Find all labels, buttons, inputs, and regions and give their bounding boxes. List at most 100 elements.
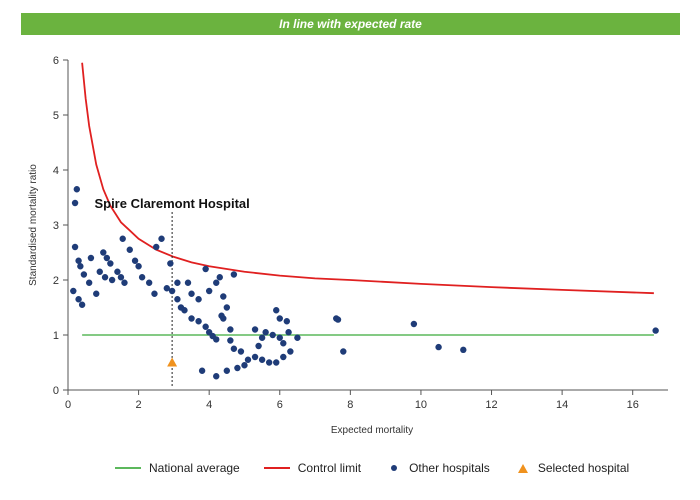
other-hospital-point <box>101 274 109 281</box>
selected-hospital-annotation: Spire Claremont Hospital <box>94 196 249 211</box>
other-hospital-point <box>265 359 273 366</box>
other-hospital-point <box>174 296 181 303</box>
y-tick-label: 1 <box>53 330 59 342</box>
other-hospital-point <box>280 353 287 361</box>
legend-line-swatch <box>115 467 141 469</box>
other-hospital-point <box>255 342 262 350</box>
other-hospital-point <box>652 327 659 334</box>
other-hospital-point <box>202 265 209 273</box>
other-hospital-point <box>269 331 276 339</box>
legend-other-hospitals: Other hospitals <box>385 461 490 475</box>
legend-national-average: National average <box>115 461 240 475</box>
x-tick-label: 0 <box>65 399 71 411</box>
other-hospital-point <box>188 290 195 297</box>
other-hospital-point <box>78 301 86 308</box>
legend-control-limit: Control limit <box>263 461 361 475</box>
other-hospital-point <box>167 260 174 267</box>
y-tick-group: 0 1 2 3 4 5 6 <box>53 55 68 397</box>
legend-line-swatch <box>263 467 290 469</box>
other-hospital-point <box>213 279 220 286</box>
other-hospital-point <box>251 326 259 333</box>
y-axis-title: Standardised mortality ratio <box>28 164 39 286</box>
status-banner-text: In line with expected rate <box>279 17 422 31</box>
x-tick-label: 10 <box>415 399 427 411</box>
other-hospital-point <box>85 279 93 286</box>
other-hospital-point <box>460 346 467 354</box>
other-hospital-point <box>273 307 280 314</box>
y-tick-label: 5 <box>53 110 59 122</box>
other-hospital-point <box>410 320 418 328</box>
other-hospital-point <box>75 296 82 303</box>
legend-selected-hospital: Selected hospital <box>514 461 629 475</box>
other-hospital-point <box>151 290 158 297</box>
other-hospital-point <box>213 336 220 343</box>
status-banner: In line with expected rate <box>21 13 680 35</box>
x-tick-label: 12 <box>485 399 497 411</box>
other-hospital-point <box>280 340 287 347</box>
other-hospital-point <box>227 326 234 333</box>
other-hospital-point <box>220 293 227 300</box>
x-axis-title: Expected mortality <box>331 425 413 436</box>
legend-label: Other hospitals <box>409 461 490 475</box>
other-hospital-point <box>126 246 133 253</box>
other-hospital-point <box>273 359 280 366</box>
other-hospital-point <box>195 318 202 325</box>
other-hospital-point <box>135 263 142 270</box>
other-hospital-point <box>216 274 223 281</box>
other-hospital-point <box>202 323 209 330</box>
other-hospital-point <box>340 348 347 355</box>
y-tick-label: 2 <box>53 275 59 287</box>
y-tick-label: 4 <box>53 165 59 177</box>
x-tick-label: 14 <box>556 399 568 411</box>
other-hospital-point <box>168 287 176 295</box>
other-hospital-point <box>71 243 79 251</box>
other-hospital-point <box>227 337 234 344</box>
other-hospital-point <box>283 318 291 325</box>
x-tick-label: 8 <box>347 399 353 411</box>
other-hospital-point <box>87 254 95 262</box>
other-hospital-point <box>114 268 121 275</box>
other-hospital-point <box>205 287 213 295</box>
other-hospital-point <box>121 279 128 286</box>
other-hospital-point <box>230 345 238 352</box>
other-hospital-point <box>230 271 238 278</box>
legend-label: Selected hospital <box>537 461 630 475</box>
x-tick-group: 0 2 4 6 8 10 12 14 16 <box>65 390 639 411</box>
other-hospital-point <box>237 348 245 355</box>
other-hospital-point <box>158 235 165 242</box>
other-hospital-point <box>107 260 114 267</box>
other-hospital-point <box>75 257 82 264</box>
other-hospital-point <box>241 362 248 369</box>
other-hospital-point <box>334 316 342 323</box>
x-tick-label: 16 <box>627 399 639 411</box>
other-hospital-point <box>96 268 103 275</box>
legend-triangle-swatch <box>517 463 528 473</box>
other-hospital-point <box>181 307 188 314</box>
other-hospital-point <box>276 315 283 322</box>
other-hospital-point <box>184 279 192 286</box>
y-tick-label: 3 <box>53 220 59 232</box>
other-hospital-point <box>285 329 292 336</box>
legend: National average Control limit Other hos… <box>115 459 629 477</box>
other-hospital-point <box>145 279 153 286</box>
legend-dot-swatch <box>391 465 398 471</box>
other-hospital-point <box>258 334 266 341</box>
data-points <box>70 186 659 380</box>
other-hospital-point <box>71 199 79 207</box>
x-tick-label: 2 <box>136 399 142 411</box>
y-tick-label: 0 <box>53 385 59 397</box>
other-hospital-point <box>198 367 206 374</box>
other-hospital-point <box>220 315 227 322</box>
x-tick-label: 6 <box>277 399 283 411</box>
other-hospital-point <box>276 334 283 341</box>
other-hospital-point <box>80 271 88 278</box>
other-hospital-point <box>234 364 241 372</box>
other-hospital-point <box>73 186 81 193</box>
other-hospital-point <box>117 274 125 281</box>
other-hospital-point <box>258 356 266 363</box>
y-tick-label: 6 <box>53 55 59 67</box>
other-hospital-point <box>138 274 146 281</box>
legend-label: National average <box>149 461 240 475</box>
other-hospital-point <box>100 249 107 256</box>
